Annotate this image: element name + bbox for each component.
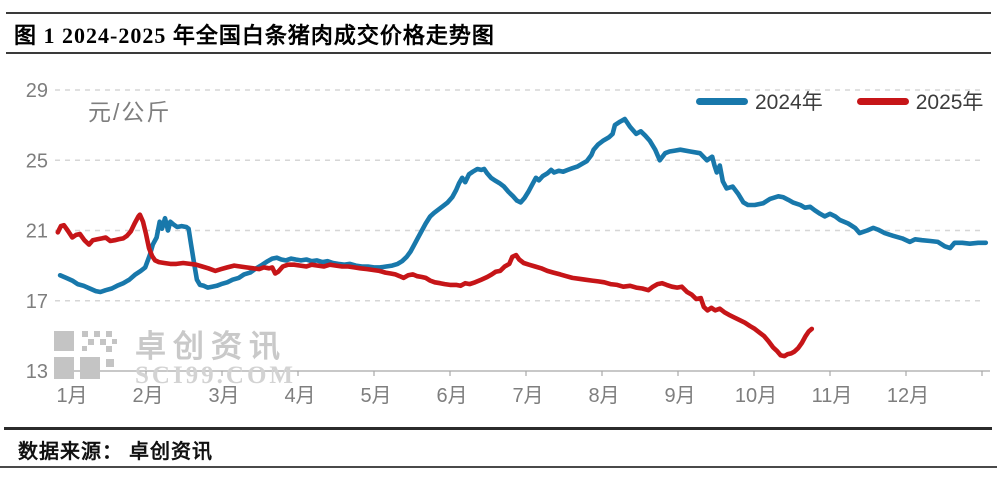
- legend-swatch-2024-icon: [696, 97, 748, 105]
- x-tick-label-11月: 11月: [812, 385, 853, 407]
- x-tick-label-5月: 5月: [360, 385, 391, 407]
- x-tick-label-7月: 7月: [512, 385, 543, 407]
- x-tick-label-4月: 4月: [284, 385, 315, 407]
- y-tick-label-21: 21: [26, 221, 48, 243]
- x-tick-label-8月: 8月: [588, 385, 619, 407]
- footer-top-rule: [4, 427, 992, 430]
- x-tick-label-1月: 1月: [56, 385, 87, 407]
- watermark: 卓创资讯 SCI99.COM: [54, 331, 296, 388]
- chart-legend: 2024年 2025年: [696, 86, 983, 116]
- data-source-label: 数据来源： 卓创资讯: [18, 441, 213, 463]
- y-tick-label-29: 29: [26, 80, 48, 102]
- watermark-brand: 卓创资讯: [135, 329, 287, 364]
- legend-label-2025: 2025年: [915, 91, 984, 114]
- x-tick-label-3月: 3月: [208, 385, 239, 407]
- x-tick-label-10月: 10月: [735, 385, 777, 407]
- legend-item-2025: 2025年: [856, 86, 984, 116]
- watermark-site: SCI99.COM: [135, 362, 297, 389]
- y-tick-label-13: 13: [26, 361, 48, 383]
- x-tick-label-9月: 9月: [664, 385, 695, 407]
- watermark-logo-icon: [54, 331, 117, 379]
- legend-swatch-2025-icon: [856, 97, 909, 105]
- title-bottom-rule: [6, 52, 991, 54]
- y-tick-label-25: 25: [26, 150, 48, 172]
- legend-item-2024: 2024年: [696, 86, 823, 116]
- y-axis-unit-label: 元/公斤: [88, 99, 172, 125]
- x-tick-label-6月: 6月: [436, 385, 467, 407]
- series-line-2025年: [55, 212, 815, 359]
- title-top-rule: [6, 12, 991, 14]
- series-line-2024年: [57, 116, 989, 295]
- x-tick-label-12月: 12月: [887, 385, 929, 407]
- page-title: 图 1 2024-2025 年全国白条猪肉成交价格走势图: [14, 23, 495, 48]
- footer-bottom-rule: [0, 466, 997, 468]
- legend-label-2024: 2024年: [755, 91, 823, 114]
- x-tick-label-2月: 2月: [132, 385, 163, 407]
- y-tick-label-17: 17: [26, 291, 48, 313]
- watermark-text: 卓创资讯 SCI99.COM: [135, 331, 296, 388]
